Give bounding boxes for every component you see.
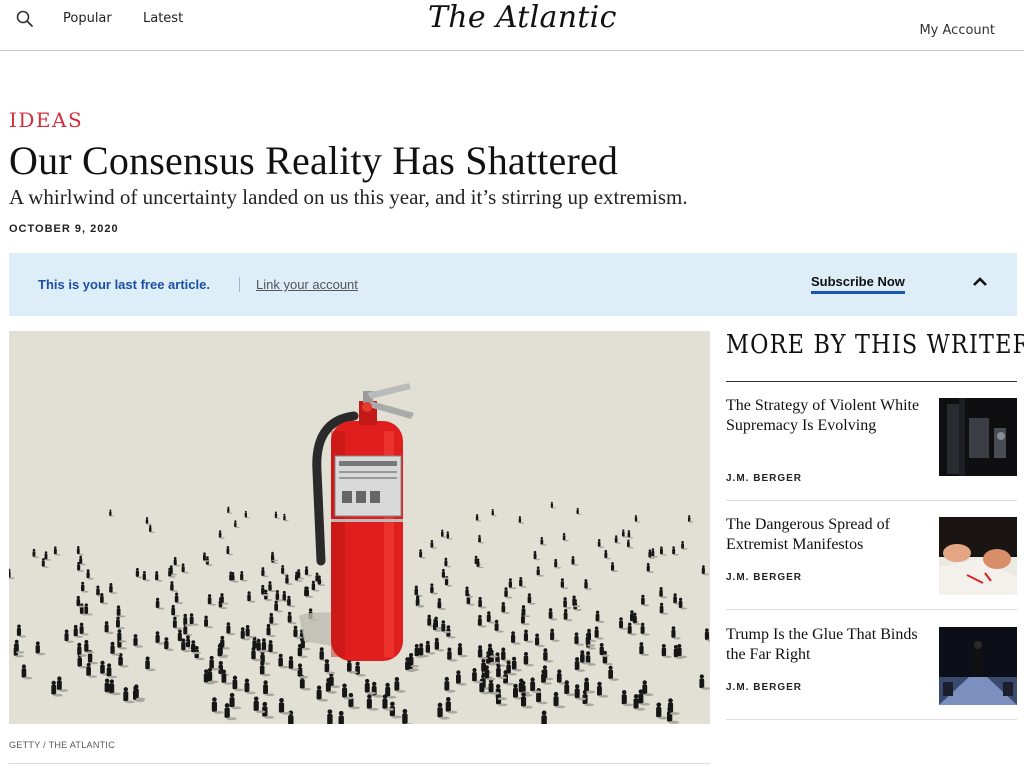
nav-popular-link[interactable]: Popular	[63, 11, 112, 26]
my-account-link[interactable]: My Account	[919, 23, 995, 38]
sidebar-article-author: J.M. BERGER	[726, 682, 803, 693]
top-nav-bar: Popular Latest The Atlantic My Account	[0, 0, 1024, 51]
caption-divider	[9, 763, 710, 764]
sidebar-article-author: J.M. BERGER	[726, 572, 803, 583]
sidebar-article-thumbnail[interactable]	[939, 517, 1017, 595]
free-article-notice: This is your last free article.	[38, 277, 210, 292]
publish-date: OCTOBER 9, 2020	[9, 223, 119, 235]
image-credit: GETTY / THE ATLANTIC	[9, 740, 116, 750]
sidebar-article-title[interactable]: Trump Is the Glue That Binds the Far Rig…	[726, 626, 918, 663]
paywall-banner: This is your last free article. Link you…	[9, 253, 1017, 316]
sidebar-top-rule	[726, 381, 1017, 382]
sidebar-item-divider	[726, 609, 1017, 610]
sidebar-item-divider	[726, 719, 1017, 720]
site-logo[interactable]: The Atlantic	[428, 0, 617, 35]
hero-image	[9, 331, 710, 724]
hero-illustration	[9, 331, 710, 724]
sidebar-article-author: J.M. BERGER	[726, 473, 803, 484]
collapse-caret-icon[interactable]	[971, 273, 989, 291]
sidebar-item-divider	[726, 500, 1017, 501]
subscribe-now-button[interactable]: Subscribe Now	[811, 274, 905, 294]
search-icon[interactable]	[15, 9, 35, 29]
article-title: Our Consensus Reality Has Shattered	[9, 138, 619, 183]
sidebar-title: MORE BY THIS WRITER	[726, 330, 1024, 360]
section-label[interactable]: IDEAS	[9, 108, 84, 132]
article-subtitle: A whirlwind of uncertainty landed on us …	[9, 185, 688, 209]
sidebar-article-thumbnail[interactable]	[939, 398, 1017, 476]
banner-divider	[239, 277, 240, 292]
sidebar-article-title[interactable]: The Dangerous Spread of Extremist Manife…	[726, 516, 890, 553]
link-account-link[interactable]: Link your account	[256, 277, 358, 292]
sidebar-article-thumbnail[interactable]	[939, 627, 1017, 705]
sidebar-article-title[interactable]: The Strategy of Violent White Supremacy …	[726, 397, 920, 434]
nav-latest-link[interactable]: Latest	[143, 11, 184, 26]
